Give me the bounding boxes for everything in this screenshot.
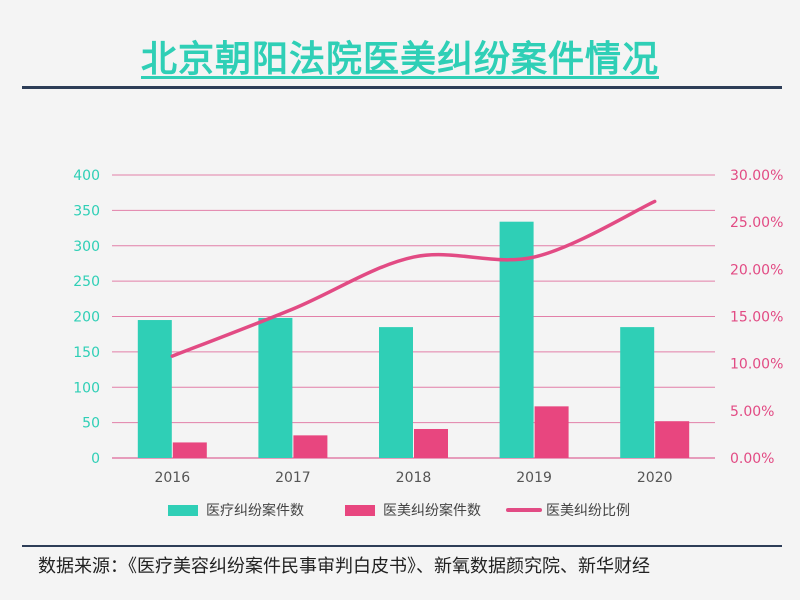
left-tick-label: 150 — [73, 345, 100, 361]
right-axis: 0.00% 5.00% 10.00% 15.00% 20.00% 25.00% 30.00% — [730, 168, 783, 467]
right-tick-label: 25.00% — [730, 215, 783, 231]
left-tick-label: 250 — [73, 274, 100, 290]
right-tick-label: 30.00% — [730, 168, 783, 184]
cosmetic-case-bar — [534, 406, 569, 458]
left-tick-label: 100 — [73, 380, 100, 396]
ratio-point — [292, 308, 294, 310]
legend-cosmetic-swatch — [345, 505, 375, 516]
cosmetic-case-bar — [414, 428, 448, 458]
right-tick-label: 20.00% — [730, 262, 783, 278]
right-tick-label: 0.00% — [730, 451, 774, 467]
left-tick-label: 400 — [73, 168, 100, 184]
data-source-note: 数据来源：《医疗美容纠纷案件民事审判白皮书》、新氧数据颜究院、新华财经 — [38, 556, 650, 577]
legend-cosmetic-label: 医美纠纷案件数 — [383, 502, 481, 519]
left-tick-label: 200 — [73, 310, 100, 326]
legend: 医疗纠纷案件数 医美纠纷案件数 医美纠纷比例 — [168, 502, 630, 519]
ratio-line — [170, 199, 657, 358]
cosmetic-case-bar — [293, 435, 328, 458]
right-tick-label: 15.00% — [730, 310, 783, 326]
legend-medical-label: 医疗纠纷案件数 — [206, 502, 304, 519]
left-tick-label: 350 — [73, 203, 100, 219]
combo-chart: 0 50 100 150 200 250 300 350 400 0.00% 5.00% 10.00… — [73, 168, 783, 519]
right-tick-label: 5.00% — [730, 404, 774, 420]
x-tick-label: 2018 — [396, 470, 432, 486]
x-tick-label: 2016 — [154, 470, 190, 486]
legend-ratio-label: 医美纠纷比例 — [546, 503, 630, 519]
ratio-line-series — [170, 199, 657, 358]
left-tick-label: 50 — [82, 416, 100, 432]
title-divider — [22, 86, 782, 89]
x-tick-label: 2019 — [516, 470, 552, 486]
ratio-point — [171, 355, 173, 357]
medical-case-bar — [379, 327, 413, 458]
left-tick-label: 0 — [91, 451, 100, 467]
chart-title: 北京朝阳法院医美纠纷案件情况 — [140, 39, 659, 80]
grid-lines — [112, 174, 715, 459]
ratio-point — [654, 200, 656, 202]
x-tick-label: 2020 — [637, 470, 673, 486]
medical-case-bar — [137, 320, 172, 458]
x-tick-label: 2017 — [275, 470, 311, 486]
medical-case-bar — [258, 317, 293, 458]
left-axis: 0 50 100 150 200 250 300 350 400 — [73, 168, 100, 467]
legend-medical-swatch — [168, 505, 198, 516]
cosmetic-case-bar — [172, 442, 207, 458]
cosmetic-case-bar — [655, 421, 690, 458]
x-axis: 2016 2017 2018 2019 2020 — [154, 470, 672, 486]
left-tick-label: 300 — [73, 239, 100, 255]
ratio-point — [533, 256, 535, 258]
right-tick-label: 10.00% — [730, 357, 783, 373]
ratio-point — [413, 256, 414, 258]
footer-divider — [22, 545, 782, 547]
medical-case-bar — [620, 327, 655, 458]
